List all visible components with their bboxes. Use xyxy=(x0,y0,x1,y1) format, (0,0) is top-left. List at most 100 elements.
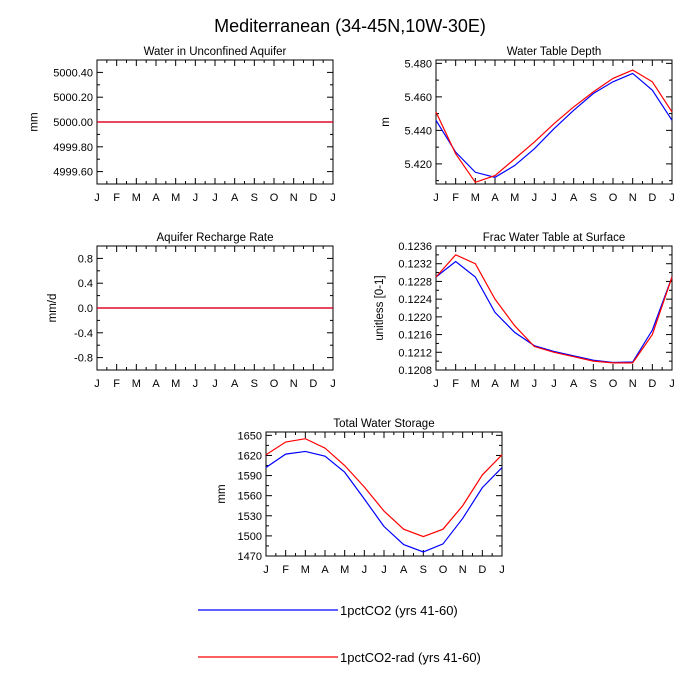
x-tick-label: O xyxy=(270,192,279,204)
y-tick-label: 0.1212 xyxy=(398,347,432,359)
series-line-1pctco2 xyxy=(265,450,503,553)
x-tick-label: O xyxy=(609,192,618,204)
x-tick-label: A xyxy=(491,192,499,204)
x-tick-label: A xyxy=(152,192,160,204)
plot-frame xyxy=(265,431,503,557)
x-tick-label: J xyxy=(94,378,100,390)
y-tick-label: 0.1216 xyxy=(398,330,432,342)
x-tick-label: J xyxy=(94,192,100,204)
y-tick-label: 5.460 xyxy=(404,92,432,104)
x-tick-label: M xyxy=(471,378,480,390)
x-tick-label: N xyxy=(629,192,637,204)
x-tick-label: A xyxy=(400,564,408,576)
y-axis-label: mm xyxy=(216,484,228,503)
x-tick-label: J xyxy=(669,378,675,390)
y-tick-label: -0.8 xyxy=(74,353,93,365)
y-tick-label: 0.8 xyxy=(78,253,93,265)
panel-title: Water Table Depth xyxy=(507,46,602,58)
x-tick-label: D xyxy=(648,378,656,390)
y-axis-label: mm xyxy=(29,112,41,131)
y-tick-label: 1590 xyxy=(238,471,262,483)
panel-title: Frac Water Table at Surface xyxy=(483,232,626,244)
y-tick-label: 5000.00 xyxy=(53,117,93,129)
series-line-1pctco2-rad xyxy=(435,254,673,364)
x-tick-label: F xyxy=(113,192,120,204)
x-tick-label: J xyxy=(212,378,218,390)
y-tick-label: 1560 xyxy=(238,491,262,503)
x-tick-label: N xyxy=(459,564,467,576)
y-tick-label: 4999.80 xyxy=(53,142,93,154)
x-tick-label: J xyxy=(330,192,336,204)
x-tick-label: J xyxy=(532,378,538,390)
x-tick-label: F xyxy=(113,378,120,390)
y-tick-label: 1620 xyxy=(238,450,262,462)
x-tick-label: N xyxy=(290,378,298,390)
panel-title: Aquifer Recharge Rate xyxy=(157,232,274,244)
y-tick-label: 5000.40 xyxy=(53,67,93,79)
y-tick-label: 0.1236 xyxy=(398,241,432,253)
panel-title: Total Water Storage xyxy=(333,418,434,430)
x-tick-label: J xyxy=(193,378,199,390)
y-tick-label: 1500 xyxy=(238,531,262,543)
y-tick-label: 0.0 xyxy=(78,303,93,315)
x-tick-label: J xyxy=(499,564,505,576)
x-tick-label: J xyxy=(551,378,557,390)
y-tick-label: 0.1232 xyxy=(398,259,432,271)
x-tick-label: D xyxy=(478,564,486,576)
x-tick-label: S xyxy=(251,378,258,390)
x-tick-label: J xyxy=(212,192,218,204)
y-axis-label: unitless [0-1] xyxy=(374,275,386,340)
x-tick-label: J xyxy=(263,564,269,576)
x-tick-label: M xyxy=(171,192,180,204)
x-tick-label: S xyxy=(420,564,427,576)
legend: 1pctCO2 (yrs 41-60) 1pctCO2-rad (yrs 41-… xyxy=(198,603,481,665)
y-tick-label: 4999.60 xyxy=(53,167,93,179)
x-tick-label: M xyxy=(301,564,310,576)
x-tick-label: A xyxy=(321,564,329,576)
x-tick-label: S xyxy=(590,192,597,204)
x-tick-label: A xyxy=(152,378,160,390)
x-tick-label: D xyxy=(309,192,317,204)
x-tick-label: A xyxy=(231,192,239,204)
x-tick-label: D xyxy=(309,378,317,390)
x-tick-label: N xyxy=(629,378,637,390)
x-tick-label: S xyxy=(251,192,258,204)
x-tick-label: M xyxy=(510,378,519,390)
x-tick-label: J xyxy=(433,378,439,390)
y-tick-label: 0.1224 xyxy=(398,294,432,306)
y-tick-label: 0.1208 xyxy=(398,365,432,377)
y-tick-label: 0.1228 xyxy=(398,276,432,288)
x-tick-label: M xyxy=(171,378,180,390)
x-tick-label: A xyxy=(491,378,499,390)
x-tick-label: F xyxy=(282,564,289,576)
x-tick-label: J xyxy=(193,192,199,204)
series-line-1pctco2-rad xyxy=(435,69,673,184)
y-tick-label: 0.4 xyxy=(78,278,93,290)
panel-title: Water in Unconfined Aquifer xyxy=(144,46,287,58)
x-tick-label: A xyxy=(570,378,578,390)
y-tick-label: 5000.20 xyxy=(53,92,93,104)
y-tick-label: -0.4 xyxy=(74,328,93,340)
y-tick-label: 0.1220 xyxy=(398,312,432,324)
x-tick-label: J xyxy=(330,378,336,390)
x-tick-label: J xyxy=(433,192,439,204)
x-tick-label: F xyxy=(452,192,459,204)
x-tick-label: A xyxy=(570,192,578,204)
x-tick-label: M xyxy=(340,564,349,576)
x-tick-label: S xyxy=(590,378,597,390)
y-tick-label: 5.420 xyxy=(404,159,432,171)
legend-label-1pctco2: 1pctCO2 (yrs 41-60) xyxy=(340,603,458,618)
series-line-1pctco2-rad xyxy=(265,438,503,538)
x-tick-label: N xyxy=(290,192,298,204)
legend-label-1pctco2-rad: 1pctCO2-rad (yrs 41-60) xyxy=(340,650,481,665)
x-tick-label: O xyxy=(439,564,448,576)
x-tick-label: A xyxy=(231,378,239,390)
x-tick-label: J xyxy=(381,564,387,576)
y-axis-label: m xyxy=(380,117,392,127)
y-axis-label: mm/d xyxy=(47,294,59,323)
